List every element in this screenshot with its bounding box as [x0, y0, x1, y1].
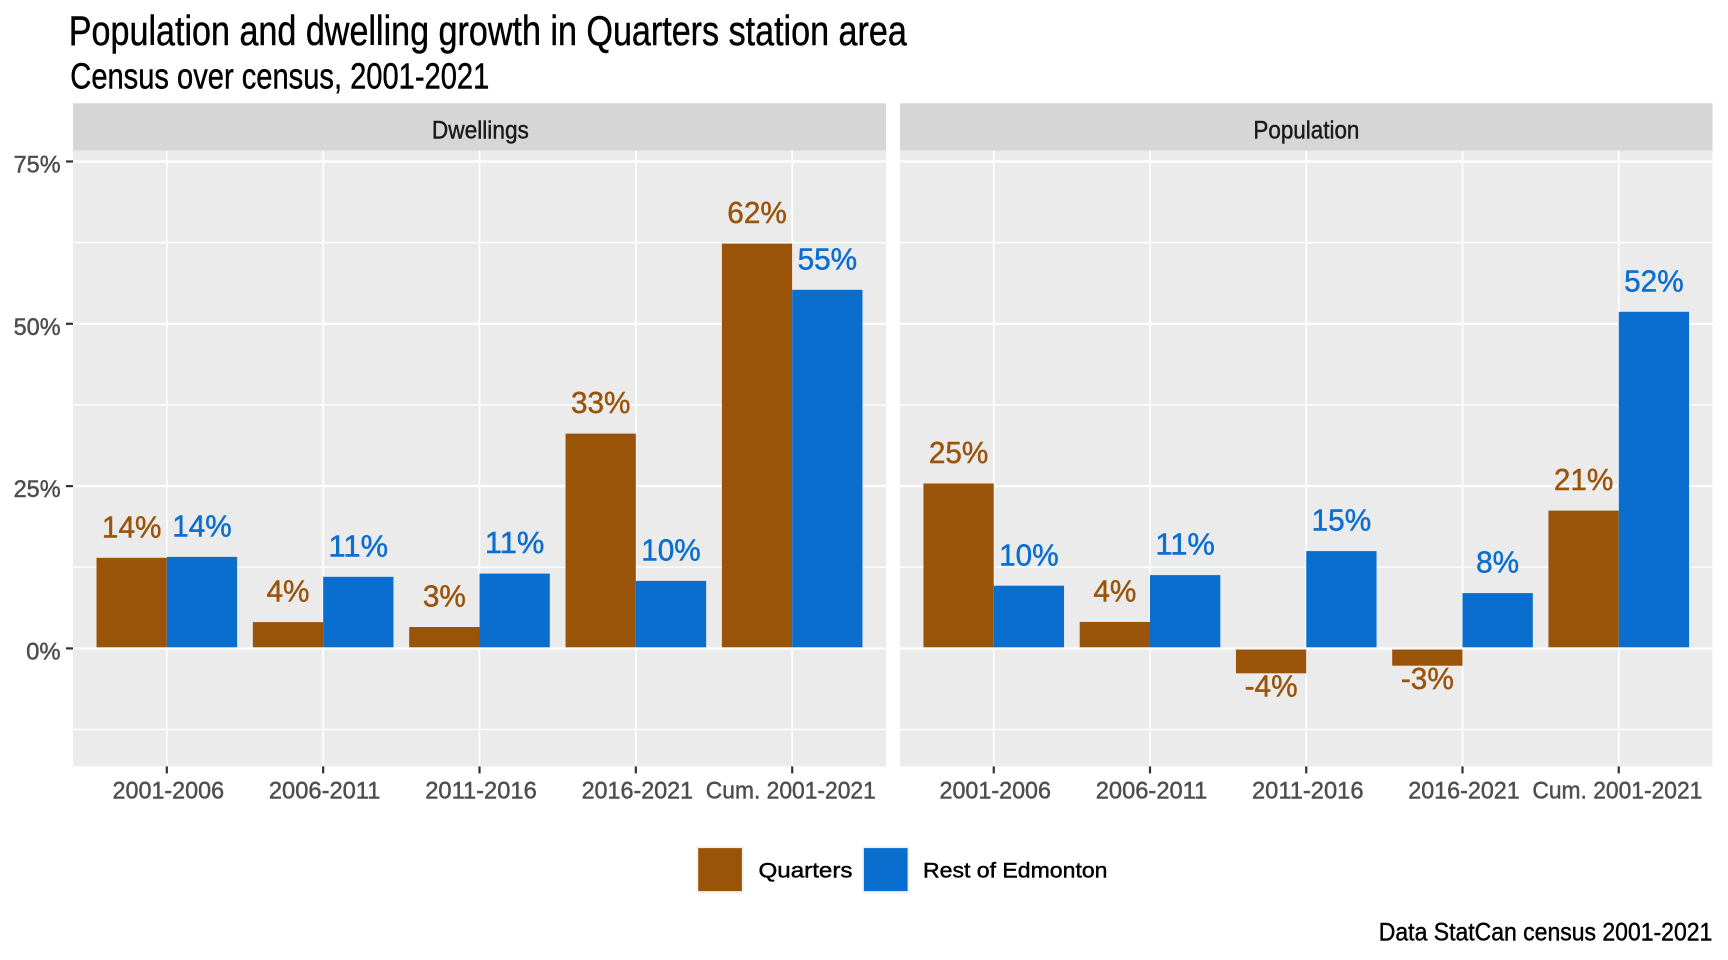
svg-text:Census over census, 2001-2021: Census over census, 2001-2021	[70, 55, 489, 96]
svg-text:11%: 11%	[485, 525, 545, 560]
svg-text:Data StatCan census 2001-2021: Data StatCan census 2001-2021	[1379, 918, 1713, 946]
svg-text:2006-2011: 2006-2011	[269, 778, 381, 805]
svg-text:Rest of Edmonton: Rest of Edmonton	[923, 859, 1108, 883]
svg-text:2011-2016: 2011-2016	[1252, 778, 1364, 805]
svg-text:55%: 55%	[798, 241, 858, 276]
svg-text:50%: 50%	[14, 314, 61, 341]
svg-text:Population and dwelling growth: Population and dwelling growth in Quarte…	[69, 7, 908, 54]
svg-text:2016-2021: 2016-2021	[582, 778, 694, 805]
svg-text:21%: 21%	[1554, 462, 1614, 497]
svg-text:2016-2021: 2016-2021	[1408, 778, 1520, 805]
svg-text:Dwellings: Dwellings	[432, 117, 529, 145]
svg-text:10%: 10%	[999, 537, 1059, 572]
svg-text:75%: 75%	[14, 152, 61, 179]
svg-text:52%: 52%	[1624, 263, 1684, 298]
svg-text:Quarters: Quarters	[759, 859, 853, 883]
svg-text:2001-2006: 2001-2006	[113, 778, 225, 805]
svg-text:-4%: -4%	[1245, 669, 1298, 704]
svg-text:Population: Population	[1253, 117, 1359, 145]
svg-text:2011-2016: 2011-2016	[425, 778, 537, 805]
svg-text:25%: 25%	[929, 435, 989, 470]
svg-text:8%: 8%	[1476, 545, 1519, 580]
svg-text:4%: 4%	[1093, 574, 1136, 609]
svg-text:25%: 25%	[14, 476, 61, 503]
svg-text:0%: 0%	[26, 638, 61, 665]
svg-text:3%: 3%	[423, 579, 466, 614]
svg-text:-3%: -3%	[1401, 661, 1454, 696]
svg-text:2001-2006: 2001-2006	[940, 778, 1052, 805]
svg-text:Cum. 2001-2021: Cum. 2001-2021	[1532, 778, 1702, 805]
svg-text:10%: 10%	[641, 533, 701, 568]
svg-text:14%: 14%	[172, 509, 232, 544]
svg-text:33%: 33%	[571, 385, 631, 420]
svg-text:15%: 15%	[1312, 503, 1372, 538]
svg-text:11%: 11%	[329, 528, 389, 563]
svg-text:4%: 4%	[267, 574, 310, 609]
svg-text:62%: 62%	[727, 195, 787, 230]
svg-text:Cum. 2001-2021: Cum. 2001-2021	[706, 778, 876, 805]
svg-text:2006-2011: 2006-2011	[1096, 778, 1208, 805]
svg-text:14%: 14%	[102, 509, 162, 544]
svg-text:11%: 11%	[1155, 527, 1215, 562]
